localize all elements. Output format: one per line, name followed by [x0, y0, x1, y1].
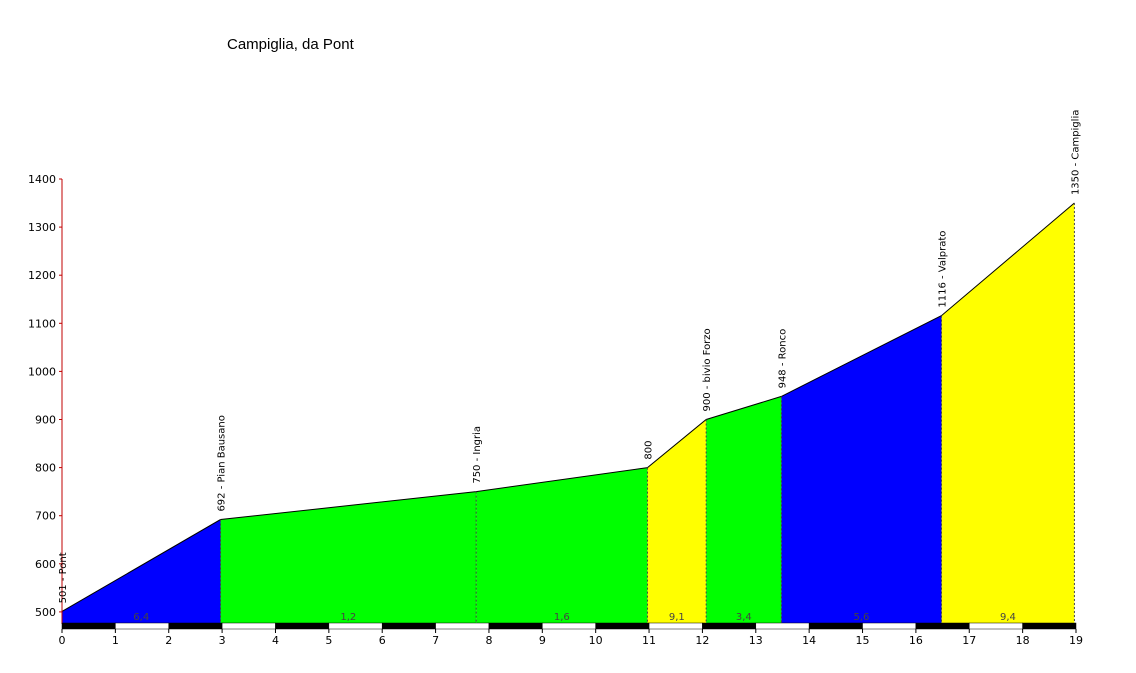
km-bar-6 [381, 622, 436, 630]
y-tick-label-1300: 1300 [28, 221, 56, 234]
x-tick-label-12: 12 [695, 634, 709, 647]
segment-4 [706, 396, 782, 624]
km-bar-17 [969, 622, 1023, 630]
waypoint-label-2: 750 - Ingria [472, 426, 483, 484]
x-tick-label-18: 18 [1016, 634, 1030, 647]
x-tick-label-6: 6 [379, 634, 386, 647]
waypoint-label-7: 1350 - Campiglia [1070, 110, 1081, 195]
x-tick-label-7: 7 [432, 634, 439, 647]
km-bar-11 [648, 622, 703, 630]
segment-6 [941, 203, 1075, 625]
x-tick-label-16: 16 [909, 634, 923, 647]
km-bar-12 [702, 622, 757, 630]
x-tick-label-0: 0 [59, 634, 66, 647]
x-tick-label-2: 2 [165, 634, 172, 647]
x-tick-label-8: 8 [485, 634, 492, 647]
grade-label-0: 6,4 [133, 612, 149, 623]
y-tick-label-900: 900 [35, 414, 56, 427]
km-bar-18 [1022, 622, 1077, 630]
segment-5 [781, 315, 942, 624]
y-tick-label-500: 500 [35, 606, 56, 619]
km-bar-8 [488, 622, 543, 630]
y-tick-label-1200: 1200 [28, 269, 56, 282]
y-tick-label-1400: 1400 [28, 173, 56, 186]
labels-layer: 6,4 1,2 1,6 9,1 3,4 5,6 9,4 501 - Pont 692 - Pia… [58, 110, 1081, 623]
segment-2 [476, 467, 648, 624]
x-tick-label-10: 10 [589, 634, 603, 647]
y-tick-label-1100: 1100 [28, 317, 56, 330]
segments-layer [62, 203, 1075, 625]
km-bar-4 [275, 622, 330, 630]
x-tick-label-9: 9 [539, 634, 546, 647]
segment-3 [647, 419, 707, 624]
waypoint-label-4: 900 - bivio Forzo [702, 328, 713, 411]
y-tick-label-700: 700 [35, 510, 56, 523]
km-bar-14 [808, 622, 863, 630]
grade-label-4: 3,4 [736, 612, 752, 623]
km-bar-13 [755, 622, 810, 630]
x-tick-label-14: 14 [802, 634, 816, 647]
segment-1 [220, 491, 477, 624]
km-bar-2 [168, 622, 223, 630]
x-tick-label-13: 13 [749, 634, 763, 647]
grade-label-6: 9,4 [1000, 612, 1016, 623]
waypoint-label-0: 501 - Pont [58, 552, 69, 603]
x-tick-label-19: 19 [1069, 634, 1083, 647]
grade-label-2: 1,6 [554, 612, 570, 623]
grade-label-1: 1,2 [340, 612, 356, 623]
y-tick-label-1000: 1000 [28, 365, 56, 378]
grade-label-5: 5,6 [854, 612, 870, 623]
x-tick-label-15: 15 [856, 634, 870, 647]
km-bar-16 [915, 622, 970, 630]
waypoint-label-6: 1116 - Valprato [938, 231, 949, 308]
km-bar-5 [328, 622, 383, 630]
profile-line [61, 202, 1075, 612]
waypoint-label-5: 948 - Ronco [777, 329, 788, 389]
x-tick-label-17: 17 [962, 634, 976, 647]
km-bar-3 [221, 622, 276, 630]
x-tick-label-11: 11 [642, 634, 656, 647]
x-tick-label-3: 3 [219, 634, 226, 647]
km-bar-9 [542, 622, 596, 630]
chart-title: Campiglia, da Pont [227, 36, 355, 53]
grade-label-3: 9,1 [669, 612, 685, 623]
km-bar-1 [115, 622, 169, 630]
x-tick-label-5: 5 [325, 634, 332, 647]
waypoint-label-1: 692 - Pian Bausano [217, 415, 228, 511]
segment-0 [62, 519, 221, 624]
y-tick-label-600: 600 [35, 558, 56, 571]
y-tick-label-800: 800 [35, 462, 56, 475]
km-bar-7 [435, 622, 490, 630]
km-bar-10 [595, 622, 650, 630]
km-bar-15 [862, 622, 917, 630]
km-bar-0 [61, 622, 116, 630]
waypoint-label-3: 800 [643, 441, 654, 460]
profile-layer [61, 202, 1075, 624]
x-tick-label-4: 4 [272, 634, 279, 647]
x-tick-label-1: 1 [112, 634, 119, 647]
